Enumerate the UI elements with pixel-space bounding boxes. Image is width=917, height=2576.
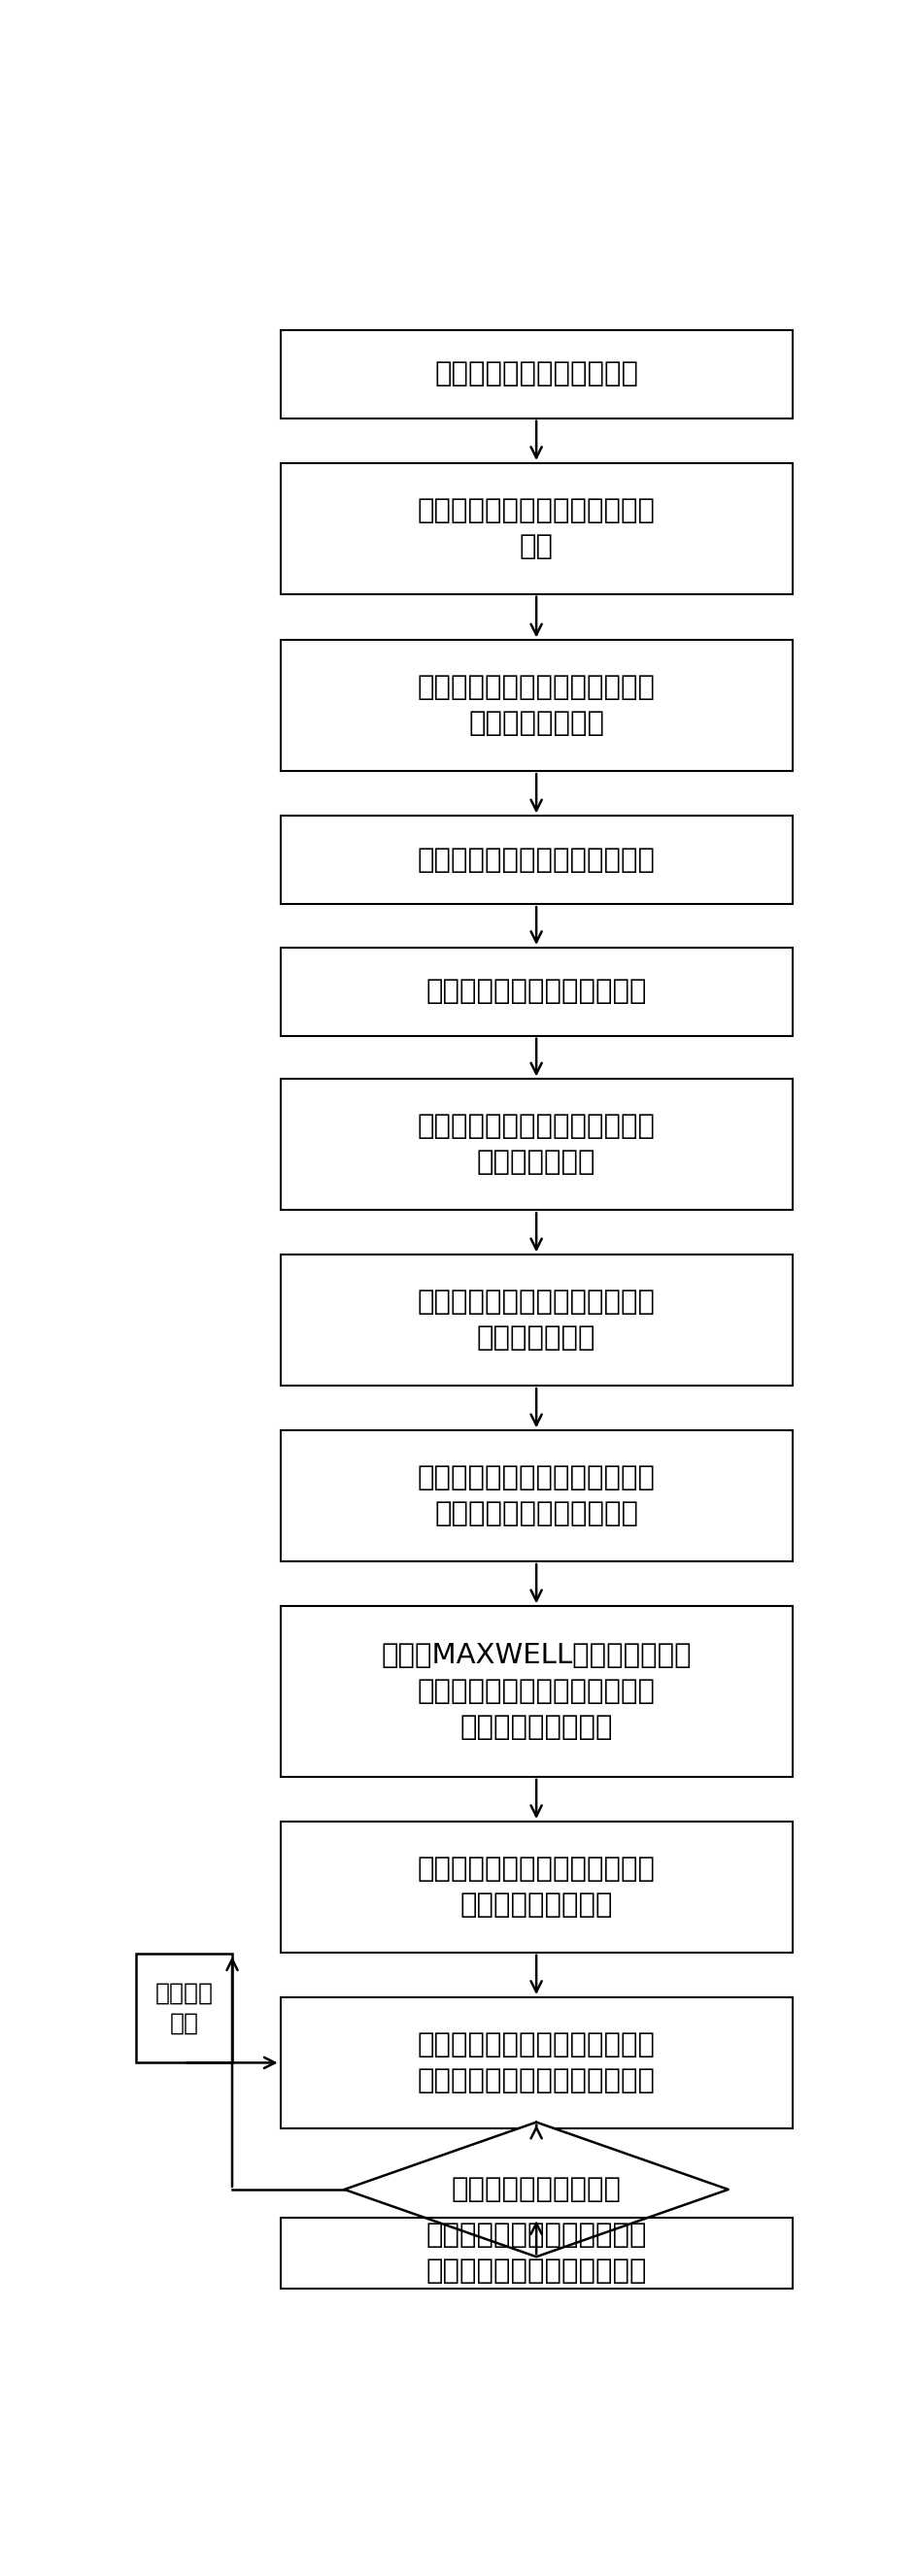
Text: 设定电缆敷设的土壤类型，给出
土壤的材料参数: 设定电缆敷设的土壤类型，给出 土壤的材料参数	[417, 1113, 655, 1177]
Text: 结束计算，得到载流量，温度
场、水分场和磁通密度模场等: 结束计算，得到载流量，温度 场、水分场和磁通密度模场等	[425, 2223, 646, 2285]
Bar	[280, 464, 791, 595]
Bar	[136, 1955, 232, 2063]
Bar	[280, 330, 791, 417]
Bar	[280, 817, 791, 904]
Text: 定义所敷设土壤深度和半宽: 定义所敷设土壤深度和半宽	[434, 361, 637, 389]
Text: 差值是否小于迭代精度: 差值是否小于迭代精度	[451, 2177, 621, 2202]
Bar	[280, 1430, 791, 1561]
Text: 设定电缆埋设深度和环境参数: 设定电缆埋设深度和环境参数	[425, 979, 646, 1005]
Text: 设定电缆敷设回路数、排列方式
、是否接触排列等: 设定电缆敷设回路数、排列方式 、是否接触排列等	[417, 675, 655, 737]
Text: 设定土壤初始含水率大小，给出
土壤的边界条件: 设定土壤初始含水率大小，给出 土壤的边界条件	[417, 1288, 655, 1352]
Text: 选择电缆类型及电缆各部分几何
参数: 选择电缆类型及电缆各部分几何 参数	[417, 497, 655, 559]
Text: 设定电缆各部分对应的材料参数: 设定电缆各部分对应的材料参数	[417, 848, 655, 873]
Bar	[280, 948, 791, 1036]
Bar	[280, 1255, 791, 1386]
Bar	[280, 1996, 791, 2128]
Text: 设定网格大小，进行网格划分，
并配置相应的求解器: 设定网格大小，进行网格划分， 并配置相应的求解器	[417, 1855, 655, 1919]
Text: 引入由MAXWELL方程组得到的热
源项，结合土壤热湿耦合模型，
得到载流量计算模型: 引入由MAXWELL方程组得到的热 源项，结合土壤热湿耦合模型， 得到载流量计算…	[381, 1643, 691, 1741]
Text: 求解计算缆芯的最高温度与持续
工作时最高允许温度的绝对差值: 求解计算缆芯的最高温度与持续 工作时最高允许温度的绝对差值	[417, 2032, 655, 2094]
Polygon shape	[344, 2123, 727, 2257]
Text: 设定电缆初始迭代的电流大小、
迭代精度和收敛因子初始值: 设定电缆初始迭代的电流大小、 迭代精度和收敛因子初始值	[417, 1466, 655, 1528]
Text: 改变电流
大小: 改变电流 大小	[155, 1981, 213, 2035]
Bar	[280, 1821, 791, 1953]
Bar	[280, 2218, 791, 2290]
Bar	[280, 1607, 791, 1777]
Bar	[280, 1079, 791, 1211]
Bar	[280, 641, 791, 770]
